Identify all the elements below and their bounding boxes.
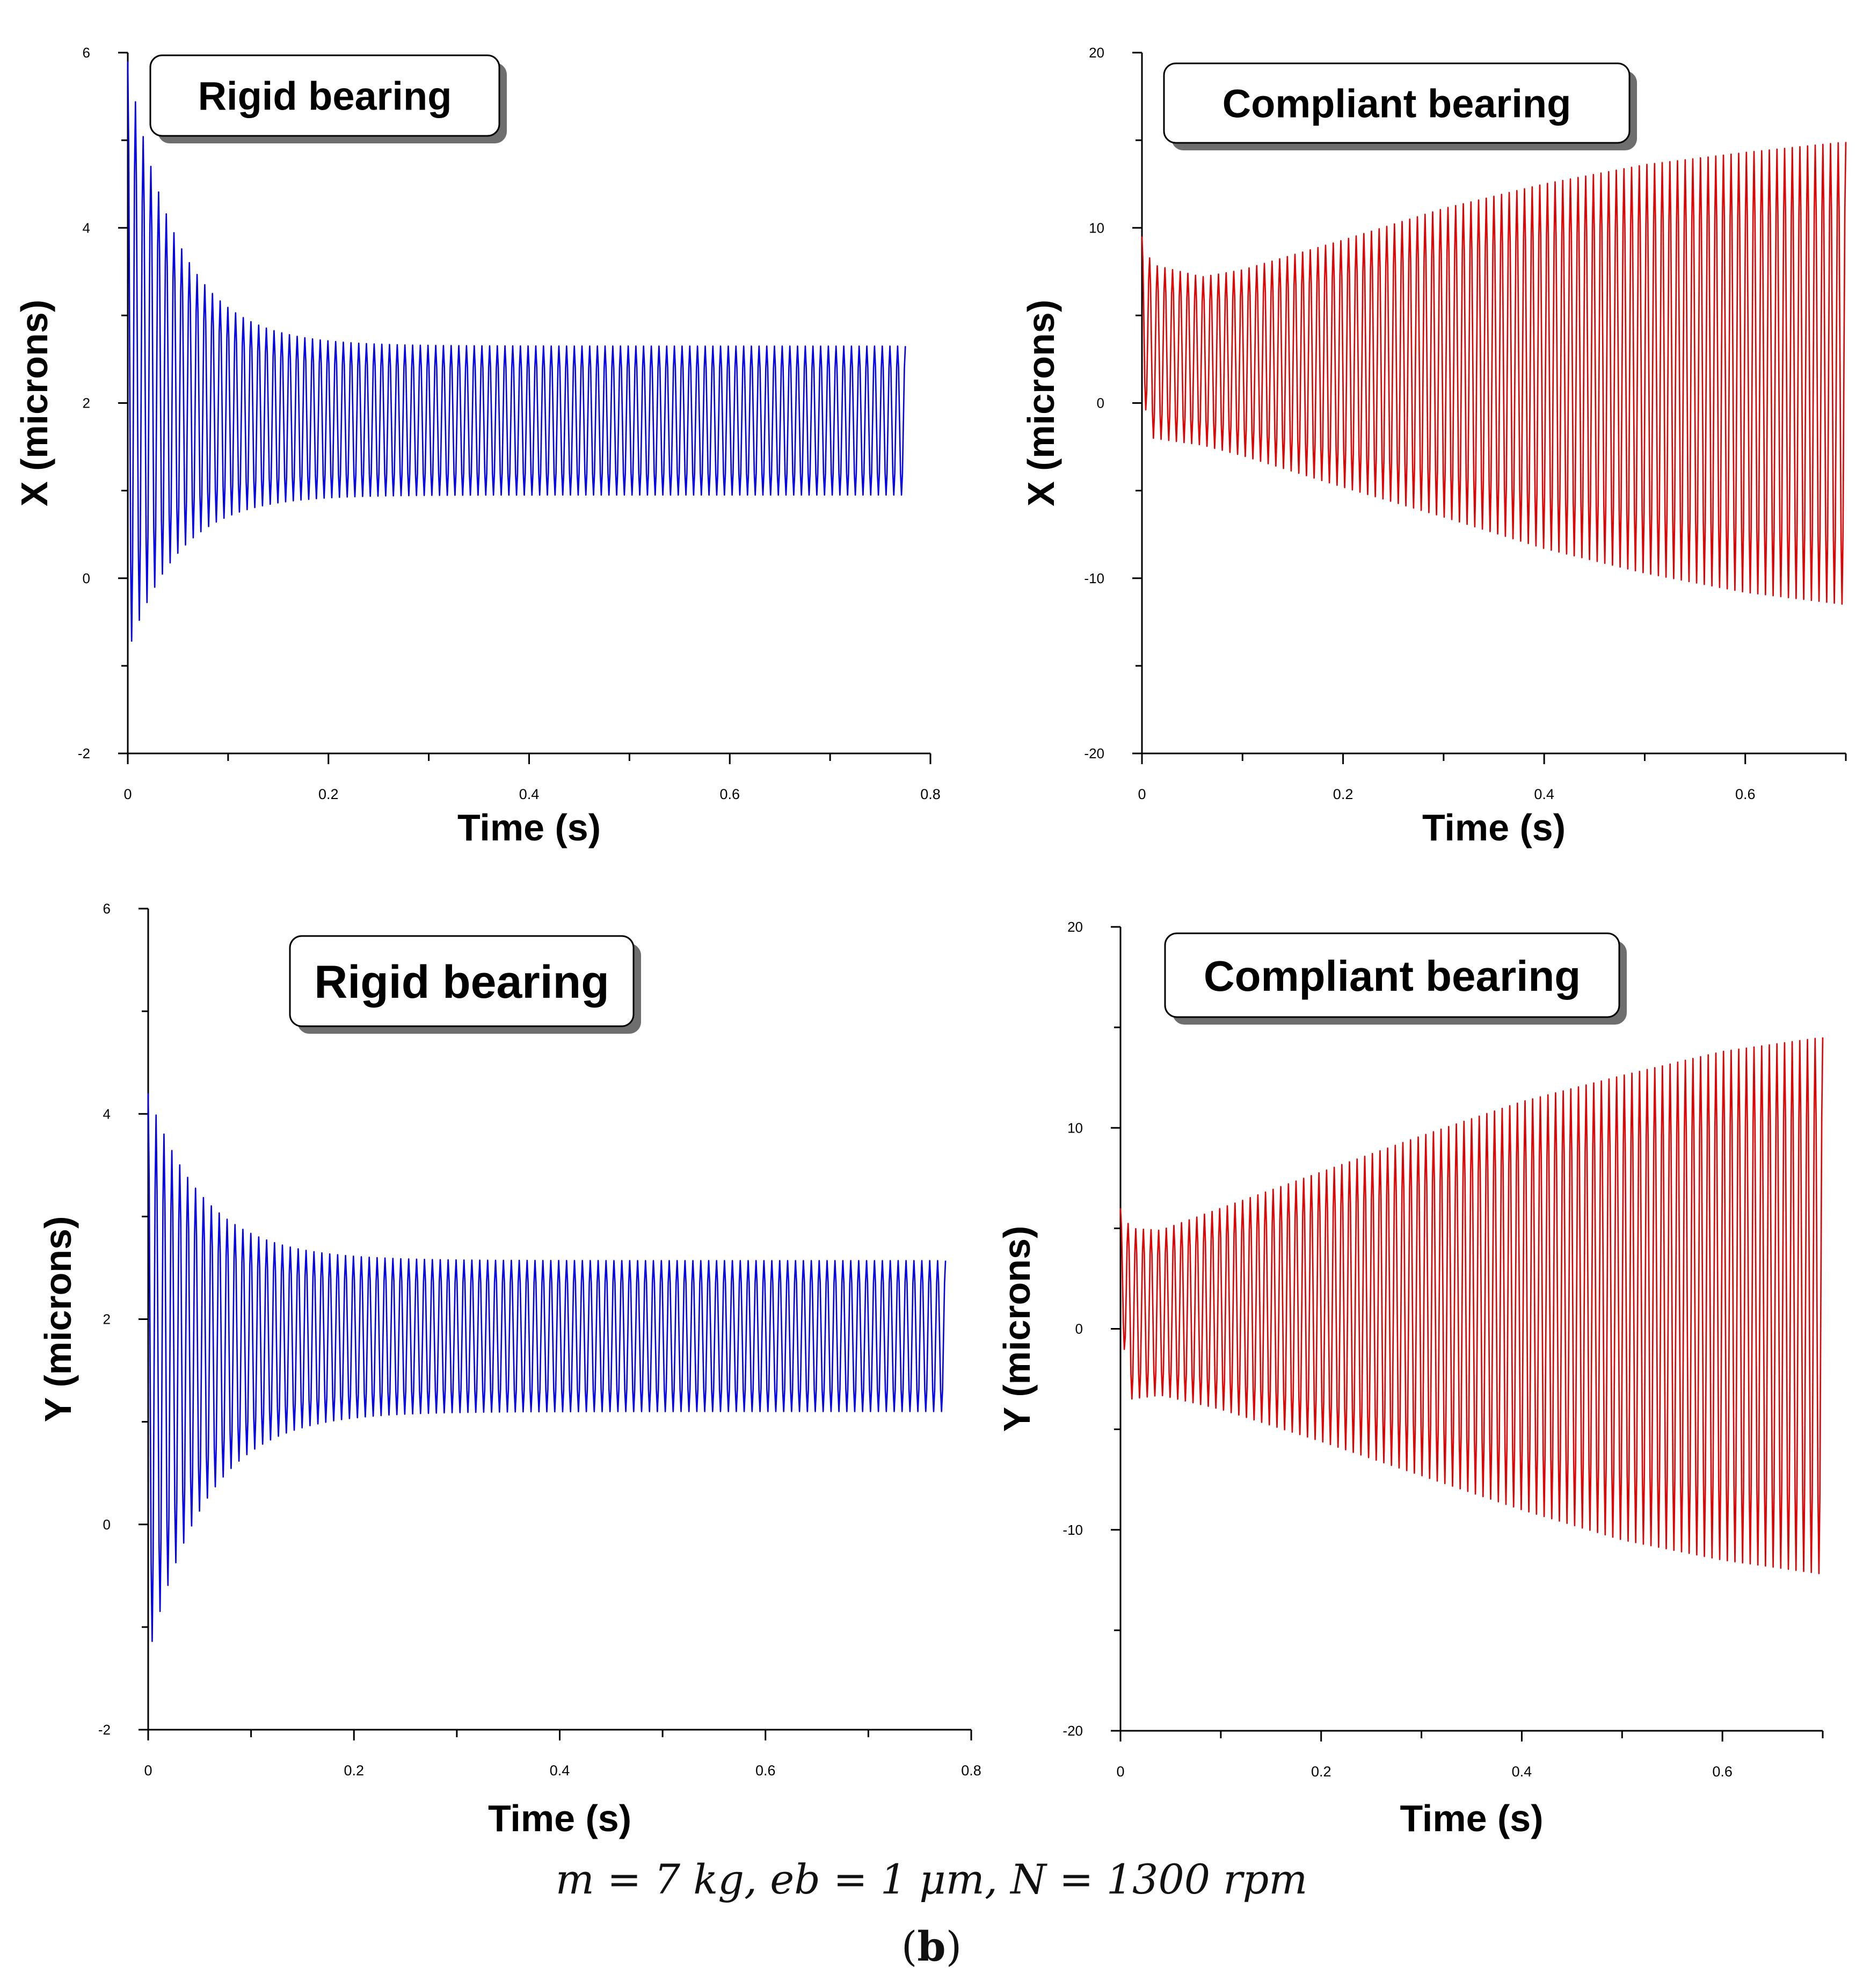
- y-tick-label: 0: [1097, 395, 1104, 411]
- y-tick-label: 4: [83, 220, 90, 236]
- parameters-caption: m = 7 kg, eb = 1 μm, N = 1300 rpm: [555, 1855, 1308, 1903]
- label-letter: b: [917, 1922, 946, 1970]
- chart-panel-1: -2 0 2 4 6 0 0.2 0.4 0.6 0.8 Time (s) X (microns) Ri…: [13, 45, 941, 848]
- x-tick-label: 0.4: [1534, 786, 1554, 802]
- x-tick-label: 0: [1138, 786, 1146, 802]
- chart-title: Rigid bearing: [314, 956, 609, 1008]
- y-tick-label: 6: [103, 901, 111, 917]
- x-tick-label: 0.4: [519, 786, 540, 802]
- label-open-paren: (: [901, 1922, 918, 1970]
- x-axis-label: Time (s): [457, 807, 601, 848]
- x-tick-label: 0.8: [961, 1762, 981, 1779]
- x-tick-label: 0.6: [1712, 1764, 1733, 1780]
- subfigure-label: (b): [0, 1922, 1863, 1970]
- y-tick-label: 6: [83, 45, 90, 61]
- y-tick-label: 10: [1089, 220, 1104, 236]
- x-tick-label: 0.2: [1333, 786, 1353, 802]
- x-axis-label: Time (s): [488, 1797, 631, 1839]
- y-tick-label: 2: [83, 395, 90, 411]
- data-series-line: [127, 61, 906, 642]
- title-box: [289, 935, 635, 1027]
- y-tick-label: -10: [1084, 570, 1104, 586]
- chart-title: Compliant bearing: [1204, 952, 1581, 1000]
- data-series-line: [147, 1093, 947, 1642]
- y-tick-label: 4: [103, 1106, 111, 1122]
- y-axis-label: Y (microns): [37, 1216, 79, 1423]
- x-tick-label: 0.2: [1311, 1764, 1331, 1780]
- chart-panel-3: -2 0 2 4 6 0 0.2 0.4 0.6 0.8 Time (s) Y (microns) Ri…: [37, 901, 981, 1839]
- y-tick-label: -10: [1063, 1522, 1083, 1538]
- y-tick-label: 10: [1067, 1120, 1083, 1136]
- y-tick-label: 0: [83, 570, 90, 586]
- y-tick-label: -2: [78, 745, 90, 761]
- title-box: [149, 54, 500, 137]
- chart-panel-4: -20 -10 0 10 20 0 0.2 0.4 0.6 Time (s) Y (microns)…: [996, 919, 1824, 1839]
- y-tick-label: -2: [98, 1722, 111, 1738]
- title-box: [1164, 932, 1620, 1018]
- y-axis-label: Y (microns): [996, 1226, 1038, 1432]
- x-tick-label: 0: [1116, 1764, 1124, 1780]
- y-tick-label: 20: [1067, 919, 1083, 935]
- label-close-paren: ): [945, 1922, 962, 1970]
- y-tick-label: 20: [1089, 45, 1104, 61]
- x-axis-label: Time (s): [1400, 1797, 1543, 1839]
- x-tick-label: 0: [123, 786, 132, 802]
- y-tick-label: -20: [1063, 1723, 1083, 1739]
- data-series-line: [1119, 1037, 1824, 1575]
- chart-panel-2: -20 -10 0 10 20 0 0.2 0.4 0.6 Time (s) X (microns)…: [1020, 45, 1847, 848]
- x-tick-label: 0.6: [1735, 786, 1756, 802]
- y-axis-label: X (microns): [1020, 300, 1062, 506]
- chart-title: Rigid bearing: [198, 74, 452, 119]
- x-tick-label: 0.4: [550, 1762, 570, 1779]
- x-tick-label: 0.2: [344, 1762, 364, 1779]
- y-tick-label: -20: [1084, 745, 1104, 761]
- chart-title: Compliant bearing: [1222, 82, 1571, 126]
- x-tick-label: 0.6: [755, 1762, 776, 1779]
- x-tick-label: 0.8: [920, 786, 941, 802]
- x-tick-label: 0.4: [1512, 1764, 1532, 1780]
- y-axis-label: X (microns): [13, 300, 55, 506]
- y-tick-label: 0: [1075, 1321, 1083, 1337]
- x-tick-label: 0.2: [318, 786, 339, 802]
- y-tick-label: 0: [103, 1517, 111, 1533]
- y-tick-label: 2: [103, 1311, 111, 1327]
- x-tick-label: 0.6: [719, 786, 740, 802]
- x-tick-label: 0: [144, 1762, 152, 1779]
- x-axis-label: Time (s): [1422, 807, 1566, 848]
- title-box: [1163, 62, 1631, 144]
- data-series-line: [1141, 142, 1847, 605]
